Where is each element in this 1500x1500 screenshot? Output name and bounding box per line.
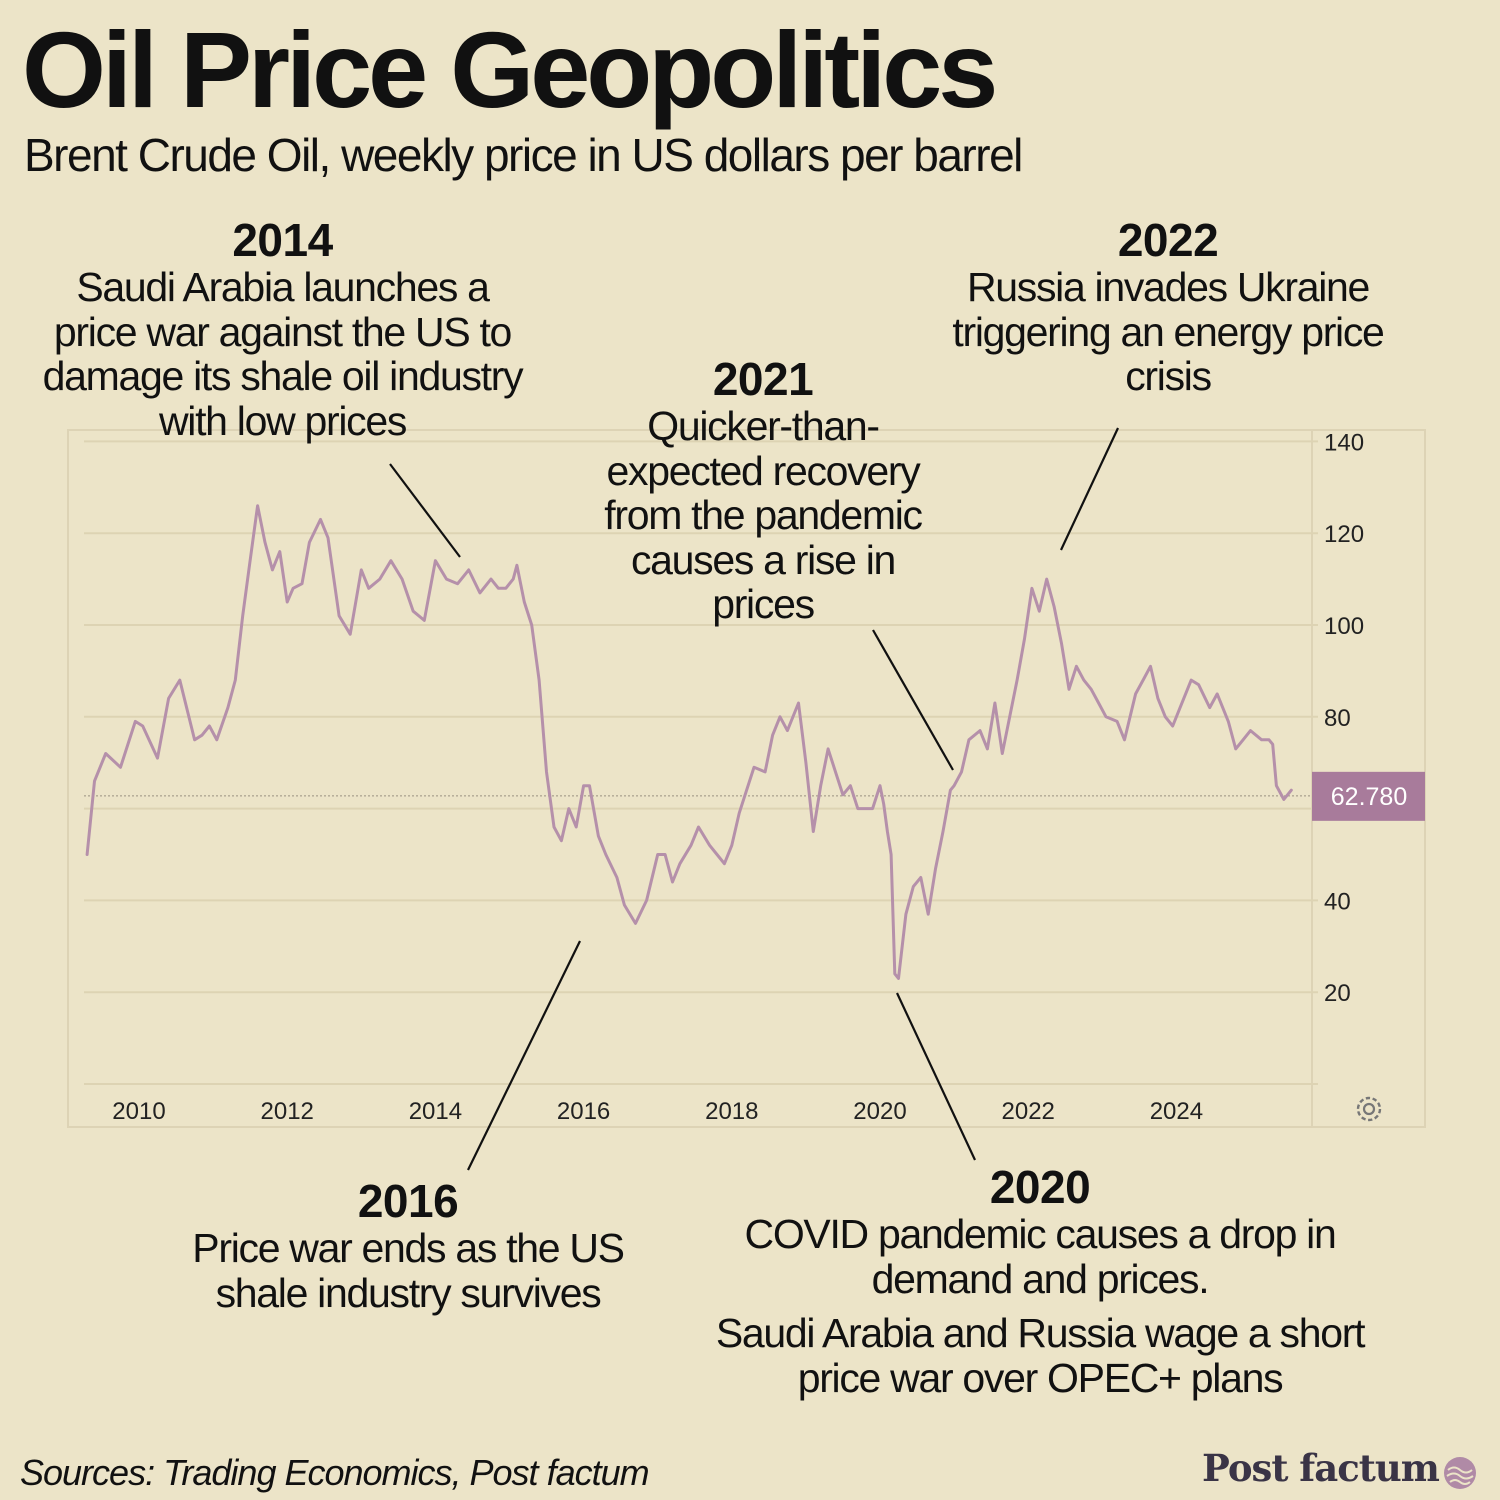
sources-note: Sources: Trading Economics, Post factum: [20, 1452, 650, 1493]
annotation-2014-year: 2014: [232, 214, 333, 266]
y-tick-label: 100: [1324, 613, 1364, 640]
y-tick-label: 20: [1324, 980, 1351, 1007]
annotation-2022-text: Russia invades Ukraine triggering an ene…: [952, 264, 1384, 399]
annotation-2016-year: 2016: [357, 1175, 459, 1227]
page-subtitle: Brent Crude Oil, weekly price in US doll…: [24, 129, 1023, 181]
x-tick-label: 2022: [1002, 1098, 1055, 1125]
y-axis: 20 40 80 100 120 140: [1324, 429, 1364, 1007]
annotation-2020-extra: Saudi Arabia and Russia wage a short pri…: [715, 1310, 1366, 1401]
current-price-tag-background: [1312, 771, 1425, 821]
brand-name: Post factum: [1202, 1446, 1440, 1490]
settings-icon[interactable]: [1356, 1096, 1382, 1122]
annotation-leaders: [389, 427, 1119, 1171]
y-tick-label: 80: [1324, 705, 1351, 732]
annotation-2020-text: COVID pandemic causes a drop in demand a…: [744, 1211, 1337, 1302]
current-price-value: 62.780: [1331, 783, 1407, 811]
y-tick-label: 120: [1324, 521, 1364, 548]
annotation-2022: 2022 Russia invades Ukraine triggering a…: [943, 215, 1393, 399]
x-tick-label: 2010: [112, 1098, 165, 1125]
y-tick-label: 140: [1324, 429, 1364, 456]
leader-2021: [872, 629, 954, 771]
x-tick-label: 2012: [261, 1098, 314, 1125]
annotation-2016-text: Price war ends as the US shale industry …: [192, 1225, 625, 1316]
leader-2022: [1060, 427, 1119, 551]
gridlines: [84, 440, 1318, 1085]
x-tick-label: 2016: [557, 1098, 610, 1125]
annotation-2022-year: 2022: [1117, 214, 1219, 266]
y-tick-label: 40: [1324, 888, 1351, 915]
price-series-line: [85, 504, 1293, 980]
leader-2014: [389, 463, 461, 558]
x-tick-label: 2018: [705, 1098, 758, 1125]
x-axis: 2010 2012 2014 2016 2018 2020 2022 2024: [112, 1098, 1203, 1125]
x-tick-label: 2014: [409, 1098, 462, 1125]
annotation-2016: 2016 Price war ends as the US shale indu…: [148, 1176, 668, 1315]
x-tick-label: 2020: [853, 1098, 906, 1125]
leader-2020: [896, 992, 976, 1161]
brand-logo-icon: [1444, 1457, 1476, 1489]
annotation-2014-text: Saudi Arabia launches a price war agains…: [42, 264, 524, 444]
leader-2016: [467, 940, 581, 1171]
x-tick-label: 2024: [1150, 1098, 1203, 1125]
page-title: Oil Price Geopolitics: [22, 9, 998, 130]
annotation-2020: 2020 COVID pandemic causes a drop in dem…: [710, 1162, 1370, 1400]
annotation-2021: 2021 Quicker-than-expected recovery from…: [578, 354, 948, 627]
current-price-tag: 62.780: [1312, 771, 1425, 821]
annotation-2021-text: Quicker-than-expected recovery from the …: [604, 403, 923, 627]
annotation-2014: 2014 Saudi Arabia launches a price war a…: [40, 215, 525, 443]
annotation-2021-year: 2021: [712, 353, 814, 405]
annotation-2020-year: 2020: [989, 1161, 1091, 1213]
